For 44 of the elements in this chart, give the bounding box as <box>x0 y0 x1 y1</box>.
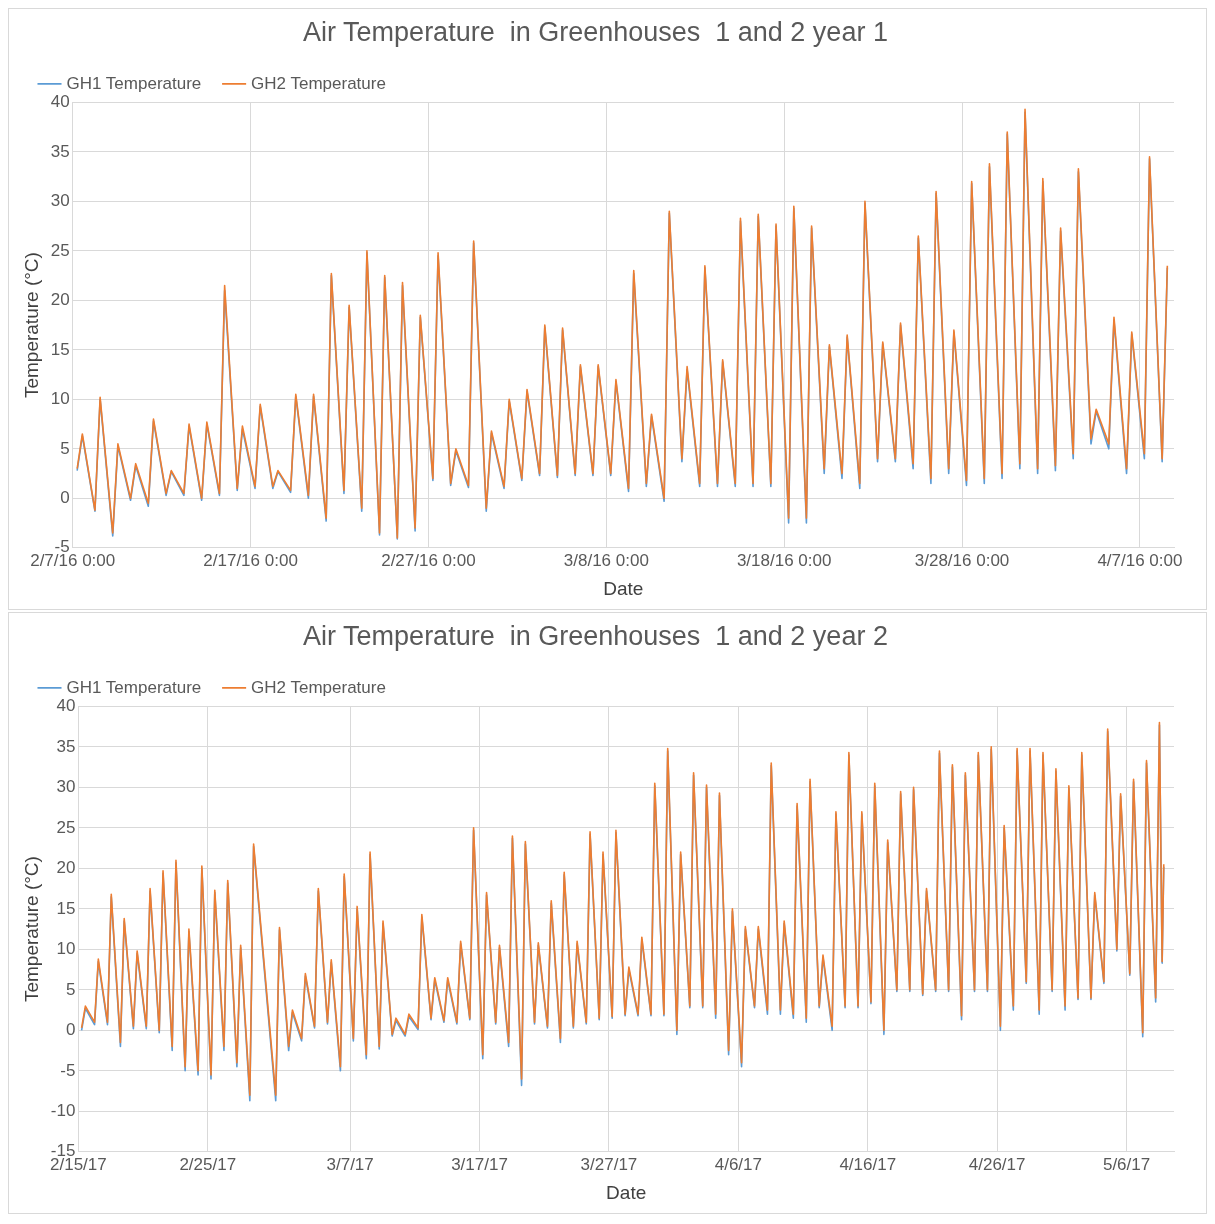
chart-title: Air Temperature in Greenhouses 1 and 2 year 2 <box>303 620 888 651</box>
legend-label: GH2 Temperature <box>251 73 386 93</box>
y-tick-label: 15 <box>50 339 70 359</box>
legend-label: GH2 Temperature <box>251 677 386 697</box>
x-tick-label: 3/28/16 0:00 <box>914 550 1010 570</box>
legend-label: GH1 Temperature <box>66 73 202 93</box>
y-tick-label: 40 <box>56 696 76 716</box>
x-tick-label: 3/8/16 0:00 <box>563 550 649 570</box>
x-tick-label: 4/16/17 <box>839 1154 897 1174</box>
y-tick-label: 35 <box>56 736 76 756</box>
y-tick-label: 30 <box>56 777 76 797</box>
x-tick-label: 3/17/17 <box>451 1154 508 1174</box>
y-tick-label: 40 <box>50 92 70 112</box>
y-tick-label: 10 <box>56 939 76 959</box>
y-tick-label: 0 <box>60 488 70 507</box>
y-tick-label: 25 <box>50 240 70 260</box>
y-tick-label: 20 <box>50 290 70 310</box>
y-axis-title: Temperature (°C) <box>20 252 42 399</box>
x-tick-label: 3/7/17 <box>326 1154 374 1174</box>
y-tick-label: 20 <box>56 858 76 878</box>
x-tick-label: 2/17/16 0:00 <box>203 550 298 570</box>
x-tick-label: 4/7/16 0:00 <box>1097 550 1183 570</box>
y-tick-label: 5 <box>60 438 70 458</box>
y-tick-label: 10 <box>50 389 70 409</box>
x-tick-label: 2/27/16 0:00 <box>381 550 476 570</box>
y-tick-label: -5 <box>60 1060 76 1080</box>
y-tick-label: 5 <box>65 979 76 999</box>
x-tick-label: 3/18/16 0:00 <box>736 550 832 570</box>
y-tick-label: 35 <box>50 141 70 161</box>
legend-label: GH1 Temperature <box>66 677 202 697</box>
y-tick-label: 0 <box>65 1020 76 1040</box>
y-axis-title: Temperature (°C) <box>20 856 42 1003</box>
x-axis-title: Date <box>606 1181 647 1203</box>
y-tick-label: 25 <box>56 817 76 837</box>
y-tick-label: 15 <box>56 898 76 918</box>
x-axis-title: Date <box>603 577 644 599</box>
x-tick-label: 5/6/17 <box>1102 1154 1151 1174</box>
chart-title: Air Temperature in Greenhouses 1 and 2 year 1 <box>303 16 888 47</box>
x-tick-label: 4/6/17 <box>714 1154 762 1174</box>
y-tick-label: 30 <box>50 191 70 211</box>
y-tick-label: -10 <box>50 1101 76 1120</box>
x-tick-label: 3/27/17 <box>580 1154 638 1174</box>
x-tick-label: 2/25/17 <box>179 1154 237 1174</box>
x-tick-label: 4/26/17 <box>968 1154 1026 1174</box>
